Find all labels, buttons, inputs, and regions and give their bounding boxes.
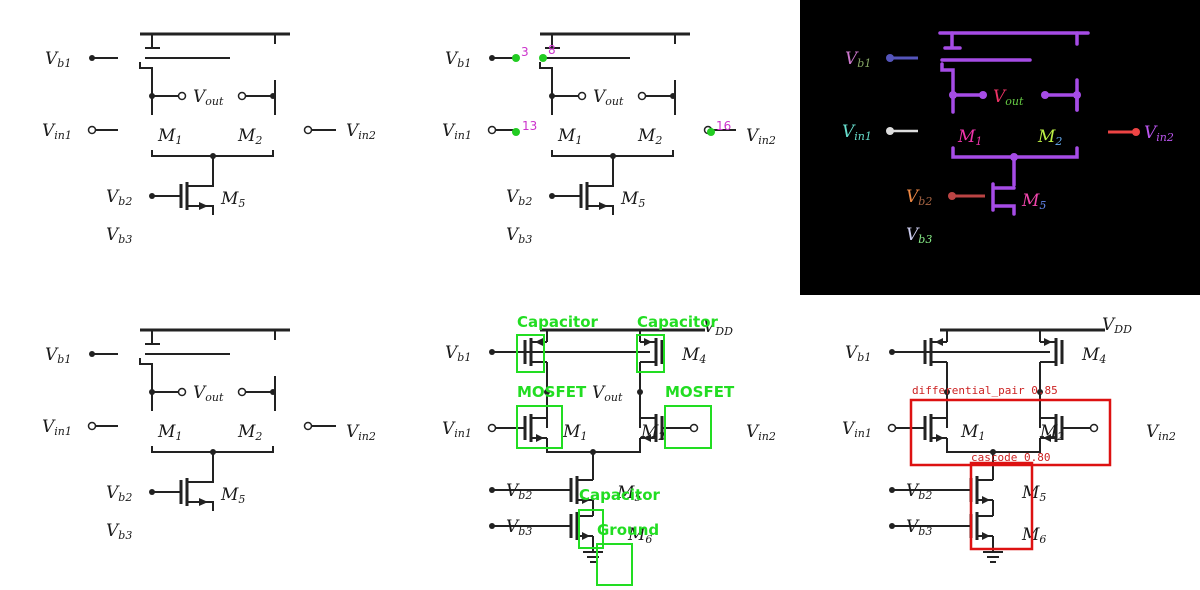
subcircuit-label: cascode 0.80 (971, 451, 1050, 464)
m5-label: M5 (1021, 483, 1046, 504)
m5-label: M5 (1021, 191, 1046, 212)
vb2-label: Vb2 (906, 187, 932, 208)
detection-box (516, 405, 563, 449)
m2-label: M2 (637, 126, 662, 147)
pin-number: 16 (716, 119, 731, 133)
pin-dot (512, 54, 520, 62)
panel-pin-detection: Vb1 Vout Vin1 Vin2 M1 M2 Vb2 M5 Vb3 3 8 … (442, 32, 776, 246)
vin2-label: Vin2 (346, 422, 376, 443)
vin1-label: Vin1 (42, 417, 72, 438)
vb3-label: Vb3 (906, 517, 932, 538)
m1-label: M1 (957, 127, 982, 148)
vb1-label: Vb1 (845, 49, 871, 70)
vout-label: Vout (592, 383, 623, 404)
m5-label: M5 (620, 189, 645, 210)
vin1-label: Vin1 (442, 419, 472, 440)
vin2-label: Vin2 (746, 422, 776, 443)
vb3-label: Vb3 (906, 225, 932, 246)
detection-box (636, 334, 665, 373)
vb1-label: Vb1 (445, 49, 471, 70)
vb1-label: Vb1 (445, 343, 471, 364)
segmentation-background (800, 0, 1200, 295)
m5-label: M5 (220, 485, 245, 506)
m1-label: M1 (157, 126, 182, 147)
vin1-label: Vin1 (42, 121, 72, 142)
vout-label: Vout (993, 87, 1024, 108)
m1-label: M1 (960, 422, 985, 443)
m6-label: M6 (1021, 525, 1046, 546)
subcircuit-box (909, 398, 1112, 467)
vb1-label: Vb1 (45, 345, 71, 366)
m2-label: M2 (237, 126, 262, 147)
detection-label: Capacitor (637, 313, 718, 331)
m2-label: M2 (640, 422, 665, 443)
vin1-label: Vin1 (842, 122, 872, 143)
detection-box (516, 334, 545, 373)
vb3-label: Vb3 (506, 517, 532, 538)
vout-label: Vout (193, 383, 224, 404)
m1-label: M1 (557, 126, 582, 147)
m4-label: M4 (1081, 345, 1106, 366)
m5-label: M5 (616, 483, 641, 504)
vdd-label: VDD (703, 317, 733, 338)
subcircuit-box (969, 461, 1034, 551)
detection-label: Capacitor (517, 313, 598, 331)
m2-label: M2 (1037, 127, 1062, 148)
detection-label: Ground (597, 521, 659, 539)
m5-label: M5 (220, 189, 245, 210)
vb2-label: Vb2 (506, 481, 532, 502)
subcircuit-label: differential_pair 0.85 (912, 384, 1058, 397)
vb3-label: Vb3 (106, 225, 132, 246)
panel-original-partial: Vb1 Vout Vin1 Vin2 M1 M2 Vb2 M5 Vb3 (42, 32, 376, 246)
panel-subcircuit-identification: Vb1 M4 VDD Vin1 Vin2 M1 M2 Vb2 Vb3 M5 M6… (842, 315, 1176, 562)
pin-number: 13 (522, 119, 537, 133)
vin2-label: Vin2 (346, 121, 376, 142)
panel-segmentation: Vb1 Vout Vin1 Vin2 M1 M2 Vb2 M5 Vb3 (800, 0, 1200, 295)
vb1-label: Vb1 (845, 343, 871, 364)
vb3-label: Vb3 (106, 521, 132, 542)
detection-label: MOSFET (665, 383, 735, 401)
vb3-label: Vb3 (506, 225, 532, 246)
detection-box (578, 509, 604, 549)
m2-label: M2 (237, 422, 262, 443)
vb1-label: Vb1 (45, 49, 71, 70)
segmented-wires (938, 31, 1090, 216)
vin1-label: Vin1 (442, 121, 472, 142)
pin-number: 3 (521, 45, 529, 59)
vb2-label: Vb2 (906, 481, 932, 502)
m1-label: M1 (562, 422, 587, 443)
detection-label: MOSFET (517, 383, 587, 401)
panel-original-partial-copy: Vb1 Vout Vin1 Vin2 M1 M2 Vb2 M5 Vb3 (42, 328, 376, 542)
vin1-label: Vin1 (842, 419, 872, 440)
vin2-label: Vin2 (746, 126, 776, 147)
detection-box (664, 405, 712, 449)
m6-label: M6 (627, 525, 652, 546)
vout-label: Vout (593, 87, 624, 108)
vout-label: Vout (193, 87, 224, 108)
vin2-label: Vin2 (1146, 422, 1176, 443)
vdd-label: VDD (1102, 315, 1132, 336)
vin2-label: Vin2 (1144, 123, 1174, 144)
pin-dot (539, 54, 547, 62)
pin-dot (512, 128, 520, 136)
vb2-label: Vb2 (106, 187, 132, 208)
detection-label: Capacitor (579, 486, 660, 504)
detection-box (596, 543, 633, 586)
panel-component-detection: Vb1 M4 VDD Vout Vin1 Vin2 M1 M2 Vb2 Vb3 … (442, 313, 776, 586)
vb2-label: Vb2 (106, 483, 132, 504)
pin-number: 8 (548, 43, 556, 57)
m1-label: M1 (157, 422, 182, 443)
pin-dot (707, 128, 715, 136)
m2-label: M2 (1039, 422, 1064, 443)
vb2-label: Vb2 (506, 187, 532, 208)
m4-label: M4 (681, 345, 706, 366)
